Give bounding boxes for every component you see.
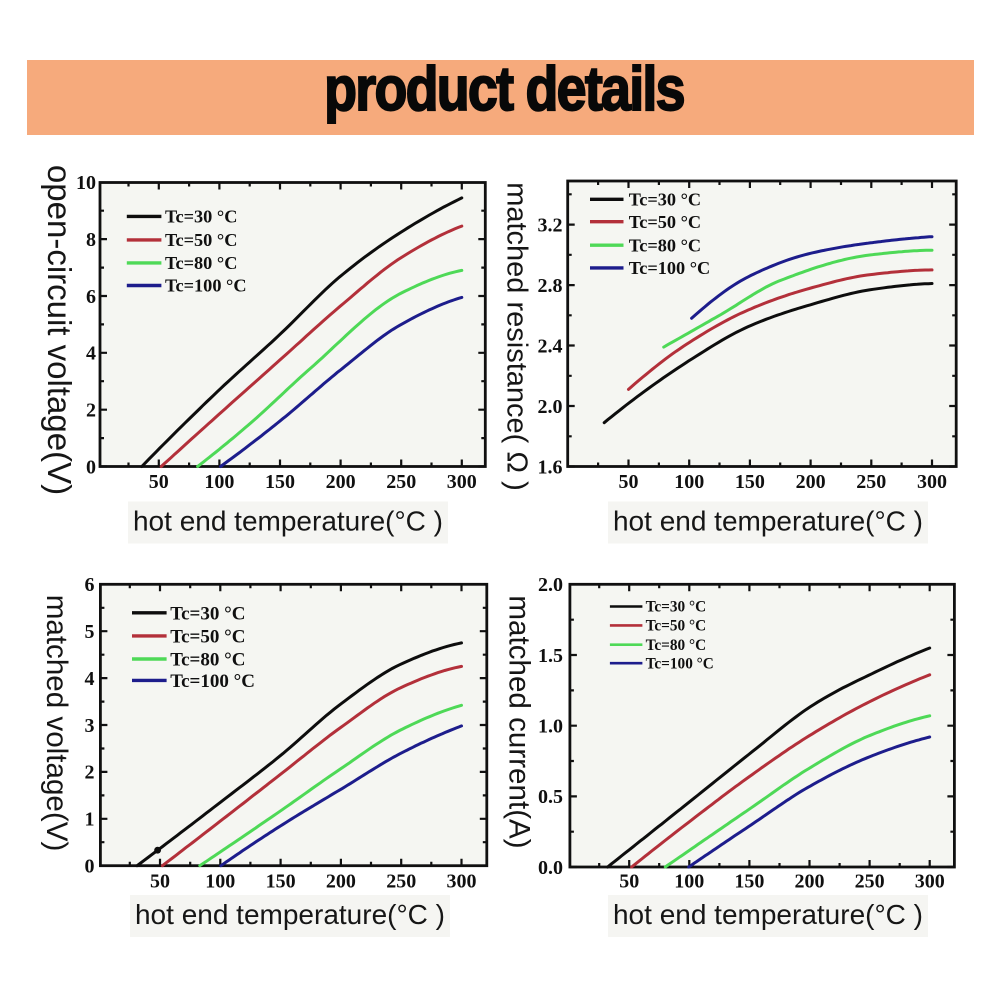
svg-text:Tc=50 °C: Tc=50 °C xyxy=(629,212,701,232)
svg-text:250: 250 xyxy=(386,471,416,493)
svg-text:200: 200 xyxy=(326,471,356,493)
svg-text:2.4: 2.4 xyxy=(538,335,563,357)
svg-text:150: 150 xyxy=(735,471,765,493)
svg-text:300: 300 xyxy=(915,871,945,893)
svg-text:matched voltage(V): matched voltage(V) xyxy=(40,595,73,852)
svg-text:Tc=100 °C: Tc=100 °C xyxy=(165,276,247,296)
svg-text:3.2: 3.2 xyxy=(538,214,563,236)
svg-text:150: 150 xyxy=(734,871,764,893)
svg-text:1: 1 xyxy=(85,809,95,831)
svg-text:Tc=80 °C: Tc=80 °C xyxy=(170,650,245,671)
svg-text:50: 50 xyxy=(619,871,639,893)
svg-text:Tc=100 °C: Tc=100 °C xyxy=(629,258,711,278)
svg-text:8: 8 xyxy=(86,229,96,251)
svg-text:1.5: 1.5 xyxy=(538,645,563,667)
svg-text:250: 250 xyxy=(386,871,416,893)
svg-text:matched current(A): matched current(A) xyxy=(503,595,536,848)
svg-text:Tc=30 °C: Tc=30 °C xyxy=(646,599,707,616)
svg-text:Tc=30 °C: Tc=30 °C xyxy=(165,207,237,227)
svg-text:Tc=80 °C: Tc=80 °C xyxy=(629,235,701,255)
svg-text:200: 200 xyxy=(326,871,356,893)
svg-text:6: 6 xyxy=(86,286,96,308)
svg-text:0.0: 0.0 xyxy=(538,857,563,879)
svg-text:300: 300 xyxy=(447,871,477,893)
svg-text:Tc=80 °C: Tc=80 °C xyxy=(646,637,707,654)
svg-text:2.8: 2.8 xyxy=(538,275,563,297)
svg-text:100: 100 xyxy=(674,471,704,493)
svg-text:250: 250 xyxy=(855,871,885,893)
svg-text:200: 200 xyxy=(795,871,825,893)
svg-text:Tc=30 °C: Tc=30 °C xyxy=(629,190,701,210)
svg-text:3: 3 xyxy=(85,715,95,737)
svg-text:2: 2 xyxy=(85,762,95,784)
svg-text:hot end temperature(°C ): hot end temperature(°C ) xyxy=(613,506,923,537)
svg-text:hot end temperature(°C ): hot end temperature(°C ) xyxy=(133,506,443,537)
svg-text:hot end temperature(°C ): hot end temperature(°C ) xyxy=(613,899,923,930)
svg-text:Tc=50 °C: Tc=50 °C xyxy=(165,230,237,250)
svg-text:Tc=50 °C: Tc=50 °C xyxy=(646,618,707,635)
svg-text:matched resistance( Ω ): matched resistance( Ω ) xyxy=(501,182,533,491)
svg-text:Tc=80 °C: Tc=80 °C xyxy=(165,253,237,273)
svg-text:200: 200 xyxy=(796,471,826,493)
svg-text:50: 50 xyxy=(149,471,169,493)
svg-text:0: 0 xyxy=(86,456,96,478)
svg-text:open-circuit voltage(V): open-circuit voltage(V) xyxy=(41,165,78,495)
svg-text:5: 5 xyxy=(85,621,95,643)
svg-text:4: 4 xyxy=(86,343,96,365)
svg-text:2: 2 xyxy=(86,400,96,422)
svg-text:50: 50 xyxy=(619,471,639,493)
svg-text:10: 10 xyxy=(76,172,96,194)
svg-text:100: 100 xyxy=(204,471,234,493)
svg-text:150: 150 xyxy=(265,471,295,493)
svg-text:250: 250 xyxy=(856,471,886,493)
svg-text:Tc=30 °C: Tc=30 °C xyxy=(170,603,245,624)
svg-text:100: 100 xyxy=(674,871,704,893)
svg-text:1.0: 1.0 xyxy=(538,716,563,738)
svg-text:hot end temperature(°C ): hot end temperature(°C ) xyxy=(135,899,445,930)
svg-text:100: 100 xyxy=(205,871,235,893)
svg-text:Tc=100 °C: Tc=100 °C xyxy=(646,655,714,672)
svg-text:300: 300 xyxy=(447,471,477,493)
svg-text:Tc=100 °C: Tc=100 °C xyxy=(170,671,255,692)
svg-text:Tc=50 °C: Tc=50 °C xyxy=(170,626,245,647)
svg-text:2.0: 2.0 xyxy=(538,396,563,418)
svg-text:6: 6 xyxy=(85,574,95,596)
svg-text:150: 150 xyxy=(266,871,296,893)
svg-text:0: 0 xyxy=(85,856,95,878)
svg-text:1.6: 1.6 xyxy=(538,456,563,478)
svg-text:2.0: 2.0 xyxy=(538,574,563,596)
svg-text:0.5: 0.5 xyxy=(538,786,563,808)
svg-text:4: 4 xyxy=(85,668,95,690)
svg-text:50: 50 xyxy=(150,871,170,893)
svg-text:300: 300 xyxy=(917,471,947,493)
